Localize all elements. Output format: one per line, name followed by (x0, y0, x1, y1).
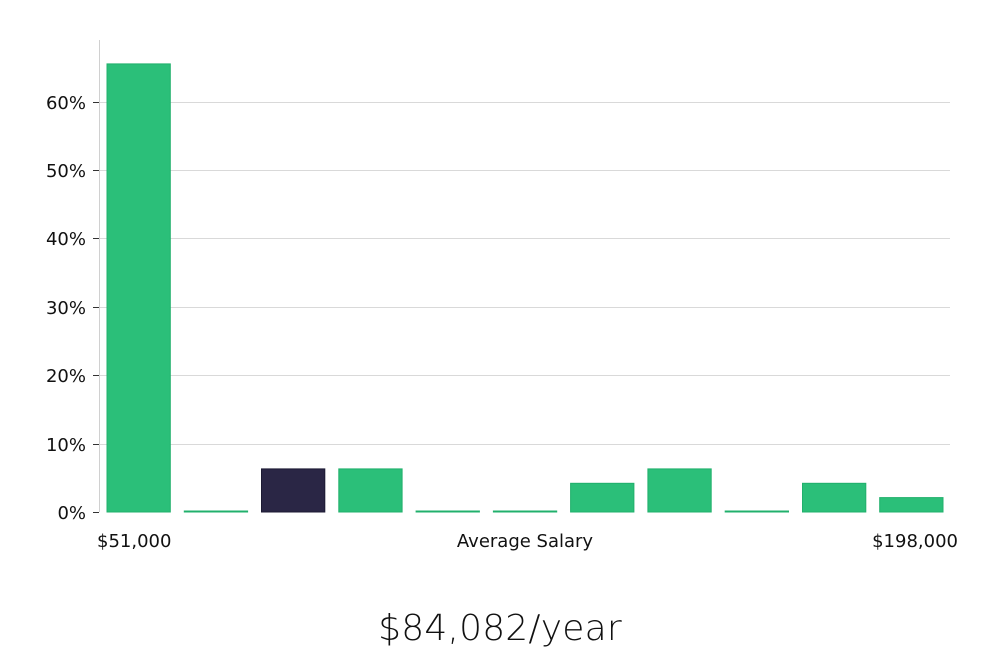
gridlines (99, 102, 950, 445)
histogram-bar (802, 482, 867, 513)
y-tick-label: 20% (46, 366, 86, 387)
histogram-bar-highlighted (261, 468, 326, 513)
x-axis-max-label: $198,000 (872, 531, 958, 552)
x-axis-min-label: $51,000 (97, 531, 171, 552)
histogram-bar (183, 510, 249, 513)
histogram-bar (492, 510, 558, 513)
y-tick-label: 0% (57, 503, 86, 524)
y-tick-label: 60% (46, 93, 86, 114)
y-tick-label: 40% (46, 229, 86, 250)
y-tick-label: 10% (46, 435, 86, 456)
y-tick-label: 50% (46, 161, 86, 182)
bars (106, 63, 944, 513)
histogram-bar (570, 482, 635, 513)
y-tick-label: 30% (46, 298, 86, 319)
histogram-bar (415, 510, 480, 513)
histogram-bar (338, 468, 403, 513)
histogram-bar (879, 497, 944, 513)
histogram-bar (106, 63, 171, 513)
axes: 0% 10% 20% 30% 40% 50% 60% (46, 40, 100, 524)
histogram-bar (647, 468, 712, 513)
histogram-bar (724, 510, 790, 513)
average-salary-value: $84,082/year (378, 608, 622, 649)
axis-labels: $51,000 Average Salary $198,000 (97, 531, 958, 552)
salary-histogram-chart: 0% 10% 20% 30% 40% 50% 60% $51,000 Average Sal… (46, 40, 958, 552)
x-axis-title: Average Salary (457, 531, 594, 552)
salary-histogram: 0% 10% 20% 30% 40% 50% 60% $51,000 Average Sal… (46, 40, 958, 552)
